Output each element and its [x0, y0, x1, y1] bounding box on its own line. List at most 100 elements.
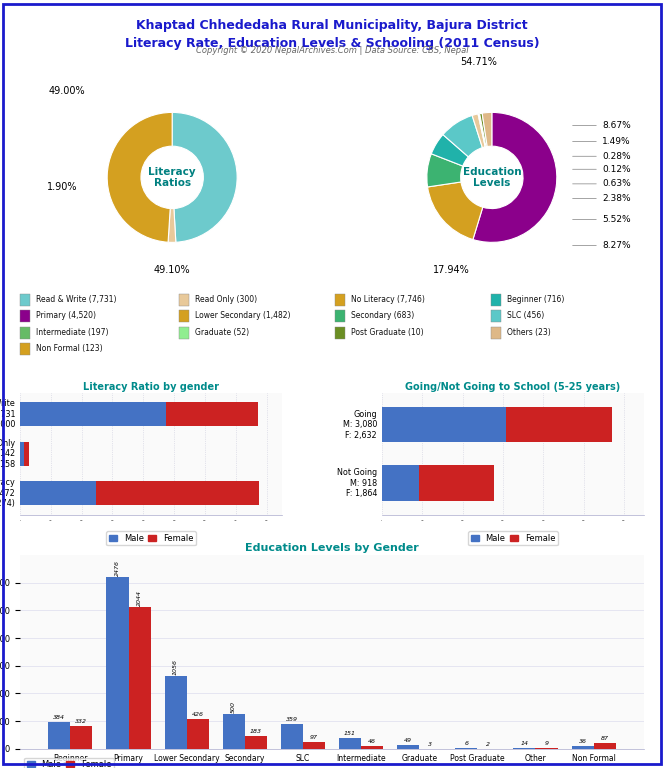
Text: Lower Secondary (1,482): Lower Secondary (1,482)	[195, 311, 291, 320]
Text: 1056: 1056	[173, 659, 178, 674]
Bar	[20, 442, 25, 465]
Bar	[20, 343, 30, 355]
Bar	[25, 442, 29, 465]
Text: 87: 87	[601, 736, 609, 740]
Bar	[165, 676, 187, 749]
Text: 1.49%: 1.49%	[602, 137, 631, 146]
Text: 3: 3	[428, 742, 432, 746]
Text: 151: 151	[344, 731, 356, 737]
Wedge shape	[172, 112, 237, 242]
Bar	[397, 746, 419, 749]
Text: 5.52%: 5.52%	[602, 215, 631, 224]
Text: Secondary (683): Secondary (683)	[351, 311, 414, 320]
Wedge shape	[427, 154, 463, 187]
Bar	[382, 407, 506, 442]
Bar	[491, 310, 501, 323]
Wedge shape	[472, 114, 485, 147]
Text: Read & Write (7,731): Read & Write (7,731)	[36, 295, 117, 304]
Bar	[187, 720, 208, 749]
Text: 2: 2	[487, 742, 491, 746]
Text: 46: 46	[368, 739, 376, 743]
Text: 49.10%: 49.10%	[154, 265, 191, 275]
Title: Literacy Ratio by gender: Literacy Ratio by gender	[83, 382, 219, 392]
Title: Education Levels by Gender: Education Levels by Gender	[245, 543, 419, 553]
Bar	[20, 326, 30, 339]
Text: Primary (4,520): Primary (4,520)	[36, 311, 96, 320]
Bar	[361, 746, 383, 749]
Bar	[419, 465, 494, 501]
Text: 359: 359	[286, 717, 298, 722]
Text: Intermediate (197): Intermediate (197)	[36, 328, 109, 336]
Text: No Literacy (7,746): No Literacy (7,746)	[351, 295, 425, 304]
Wedge shape	[482, 112, 492, 147]
Text: 0.12%: 0.12%	[602, 165, 631, 174]
Bar	[20, 294, 30, 306]
Text: Literacy Rate, Education Levels & Schooling (2011 Census): Literacy Rate, Education Levels & School…	[125, 37, 539, 50]
Text: SLC (456): SLC (456)	[507, 311, 544, 320]
Text: Read Only (300): Read Only (300)	[195, 295, 258, 304]
Text: 6: 6	[464, 741, 468, 746]
Text: 500: 500	[231, 701, 236, 713]
Bar	[20, 402, 166, 426]
Bar	[48, 722, 70, 749]
Text: 2044: 2044	[137, 591, 142, 606]
Bar	[179, 326, 189, 339]
Bar	[20, 482, 96, 505]
Bar	[335, 294, 345, 306]
Bar	[335, 326, 345, 339]
Title: Going/Not Going to School (5-25 years): Going/Not Going to School (5-25 years)	[405, 382, 621, 392]
Text: 54.71%: 54.71%	[460, 57, 497, 67]
Text: 0.63%: 0.63%	[602, 180, 631, 188]
Wedge shape	[428, 182, 483, 240]
Text: 1.90%: 1.90%	[47, 182, 78, 192]
Wedge shape	[432, 134, 468, 166]
Bar	[96, 482, 259, 505]
Bar	[179, 310, 189, 323]
Legend: Male, Female: Male, Female	[468, 531, 558, 545]
Bar	[222, 714, 245, 749]
Text: 17.94%: 17.94%	[433, 265, 469, 275]
Legend: Male, Female: Male, Female	[106, 531, 196, 545]
Text: 2476: 2476	[115, 561, 120, 577]
Text: 8.27%: 8.27%	[602, 241, 631, 250]
Text: 183: 183	[250, 729, 262, 734]
Text: 2.38%: 2.38%	[602, 194, 631, 203]
Text: Copyright © 2020 NepalArchives.Com | Data Source: CBS, Nepal: Copyright © 2020 NepalArchives.Com | Dat…	[196, 46, 468, 55]
Wedge shape	[473, 112, 557, 243]
Wedge shape	[168, 208, 176, 243]
Bar	[339, 738, 361, 749]
Text: Education
Levels: Education Levels	[463, 167, 521, 188]
Text: Non Formal (123): Non Formal (123)	[36, 344, 103, 353]
Bar	[303, 742, 325, 749]
Wedge shape	[479, 113, 487, 147]
Bar	[106, 578, 129, 749]
Text: Graduate (52): Graduate (52)	[195, 328, 250, 336]
Bar	[281, 724, 303, 749]
Bar	[245, 737, 267, 749]
Text: 0.28%: 0.28%	[602, 152, 631, 161]
Text: Post Graduate (10): Post Graduate (10)	[351, 328, 424, 336]
Wedge shape	[443, 115, 482, 157]
Bar	[572, 746, 594, 749]
Bar	[594, 743, 616, 749]
Bar	[491, 294, 501, 306]
Text: 97: 97	[310, 735, 318, 740]
Text: Beginner (716): Beginner (716)	[507, 295, 565, 304]
Text: 332: 332	[76, 719, 88, 723]
Text: 9: 9	[544, 741, 548, 746]
Text: Others (23): Others (23)	[507, 328, 551, 336]
Bar	[70, 726, 92, 749]
Text: 8.67%: 8.67%	[602, 121, 631, 130]
Wedge shape	[478, 114, 486, 147]
Text: 49: 49	[404, 738, 412, 743]
Text: 49.00%: 49.00%	[48, 86, 85, 96]
Legend: Male, Female: Male, Female	[24, 758, 114, 768]
Bar	[506, 407, 612, 442]
Bar	[129, 607, 151, 749]
Text: 384: 384	[53, 715, 65, 720]
Bar	[513, 748, 535, 749]
Wedge shape	[107, 112, 172, 242]
Bar	[491, 326, 501, 339]
Bar	[20, 310, 30, 323]
Text: Khaptad Chhededaha Rural Municipality, Bajura District: Khaptad Chhededaha Rural Municipality, B…	[136, 19, 528, 32]
